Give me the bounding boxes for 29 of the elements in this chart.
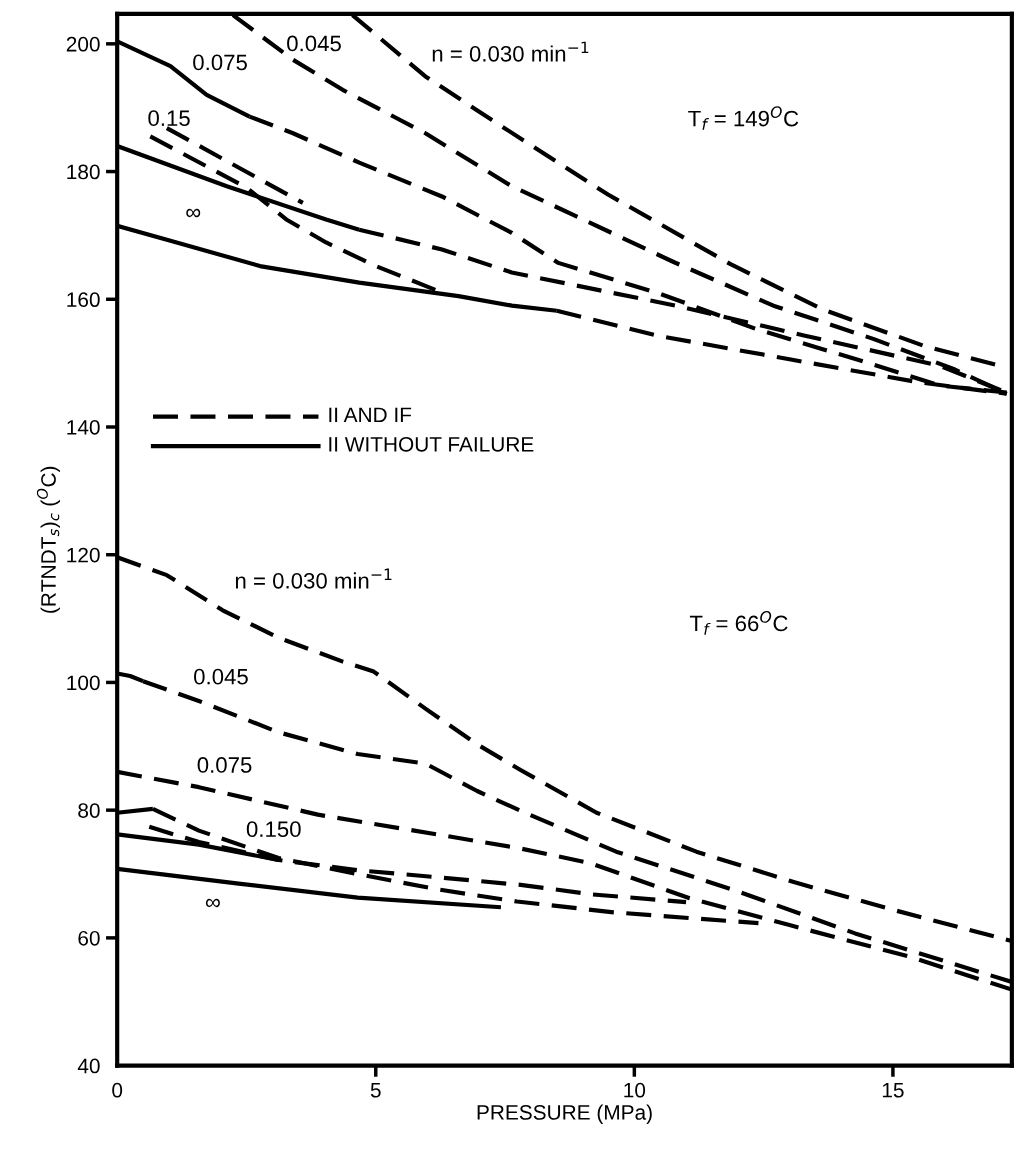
y-tick-label: 200 <box>66 36 100 52</box>
x-tick-label: 10 <box>624 1082 646 1098</box>
annotation: n = 0.030 min$^{−1}$ <box>432 41 589 62</box>
y-tick-label: 60 <box>78 930 100 946</box>
annotation: T$_{f}$ = 149$^{O}$C <box>688 106 799 130</box>
y-tick-label: 40 <box>77 1058 100 1074</box>
annotation: 0.075 <box>193 54 247 71</box>
annotation: 0.15 <box>148 110 190 127</box>
annotation: 0.150 <box>246 821 301 838</box>
annotation: T$_{f}$ = 66$^{O}$C <box>689 611 788 635</box>
x-tick-label: 5 <box>370 1083 381 1098</box>
y-tick-label: 140 <box>67 420 100 435</box>
y-axis-title: (RTNDT$_{s}$)$_{c}$ ($^{O}$C) <box>36 466 60 613</box>
x-axis-title: PRESSURE (MPa) <box>477 1104 652 1124</box>
y-tick-label: 180 <box>67 164 100 180</box>
annotation: II AND IF <box>329 407 412 423</box>
x-tick-label: 0 <box>112 1082 123 1098</box>
y-tick-label: 100 <box>67 675 100 691</box>
annotation: 0.075 <box>197 757 252 773</box>
y-tick-label: 120 <box>67 547 100 563</box>
x-tick-label: 15 <box>882 1083 904 1098</box>
annotation: ∞ <box>186 208 201 218</box>
annotation: ∞ <box>205 898 220 908</box>
annotation: II WITHOUT FAILURE <box>329 436 534 452</box>
annotation: 0.045 <box>194 668 248 685</box>
y-tick-label: 160 <box>67 292 100 308</box>
y-tick-label: 80 <box>78 803 100 818</box>
annotation: n = 0.030 min$^{−1}$ <box>235 568 392 589</box>
annotation: 0.045 <box>287 35 341 52</box>
